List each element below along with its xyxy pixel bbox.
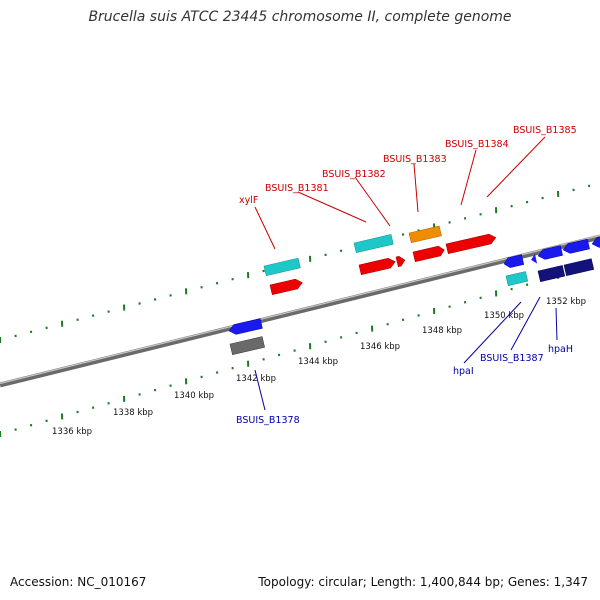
tick-label: 1350 kbp <box>484 311 524 321</box>
gene-bsuis-b1382[interactable] <box>395 255 406 268</box>
tick-label: 1352 kbp <box>546 297 586 307</box>
gene-blue[interactable] <box>530 253 538 265</box>
gene-hpaI[interactable] <box>505 271 529 287</box>
forward-genes <box>263 225 497 296</box>
gene-cyan[interactable] <box>263 257 301 277</box>
tick-label: 1336 kbp <box>52 427 92 437</box>
accession-text: Accession: NC_010167 <box>10 575 147 589</box>
gene-label-bsuis-b1381: BSUIS_B1381 <box>265 183 329 194</box>
chromosome-backbone <box>0 234 600 388</box>
gene-bsuis-b1378[interactable] <box>229 336 265 356</box>
gene-label-hpaH: hpaH <box>548 344 573 355</box>
gene-label-bsuis-b1387: BSUIS_B1387 <box>480 353 544 364</box>
gene-blue[interactable] <box>228 318 263 336</box>
tick-label: 1348 kbp <box>422 326 462 336</box>
gene-label-bsuis-b1382: BSUIS_B1382 <box>322 169 386 180</box>
tick-label: 1340 kbp <box>174 391 214 401</box>
gene-cyan[interactable] <box>353 234 394 254</box>
gene-hpaH[interactable] <box>563 258 595 277</box>
lower-tick-track <box>0 265 591 438</box>
tick-labels: 1336 kbp 1338 kbp 1340 kbp 1342 kbp 1344… <box>52 297 586 437</box>
gene-label-bsuis-b1385: BSUIS_B1385 <box>513 125 577 136</box>
gene-bsuis-b1384[interactable] <box>445 233 497 255</box>
forward-callouts <box>254 136 546 250</box>
reverse-genes <box>228 235 600 356</box>
chromosome-backbone-highlight <box>0 234 600 385</box>
tick-label: 1342 kbp <box>236 374 276 384</box>
gene-label-bsuis-b1378: BSUIS_B1378 <box>236 415 300 426</box>
gene-blue[interactable] <box>562 238 590 255</box>
gene-bsuis-b1381[interactable] <box>358 257 396 276</box>
gene-blue[interactable] <box>537 245 563 261</box>
gene-label-xylF: xylF <box>239 195 258 206</box>
gene-xylF[interactable] <box>269 278 303 296</box>
map-title: Brucella suis ATCC 23445 chromosome II, … <box>88 9 512 25</box>
gene-blue[interactable] <box>503 254 525 269</box>
gene-label-bsuis-b1384: BSUIS_B1384 <box>445 139 509 150</box>
gene-bsuis-b1387[interactable] <box>537 265 566 283</box>
gene-label-bsuis-b1383: BSUIS_B1383 <box>383 154 447 165</box>
gene-red[interactable] <box>412 245 445 263</box>
gene-bsuis-b1383[interactable] <box>408 225 442 244</box>
reverse-callouts <box>254 296 558 411</box>
tick-label: 1346 kbp <box>360 342 400 352</box>
tick-label: 1344 kbp <box>298 357 338 367</box>
tick-label: 1338 kbp <box>113 408 153 418</box>
genome-summary-text: Topology: circular; Length: 1,400,844 bp… <box>258 575 588 589</box>
gene-label-hpaI: hpaI <box>453 366 474 377</box>
